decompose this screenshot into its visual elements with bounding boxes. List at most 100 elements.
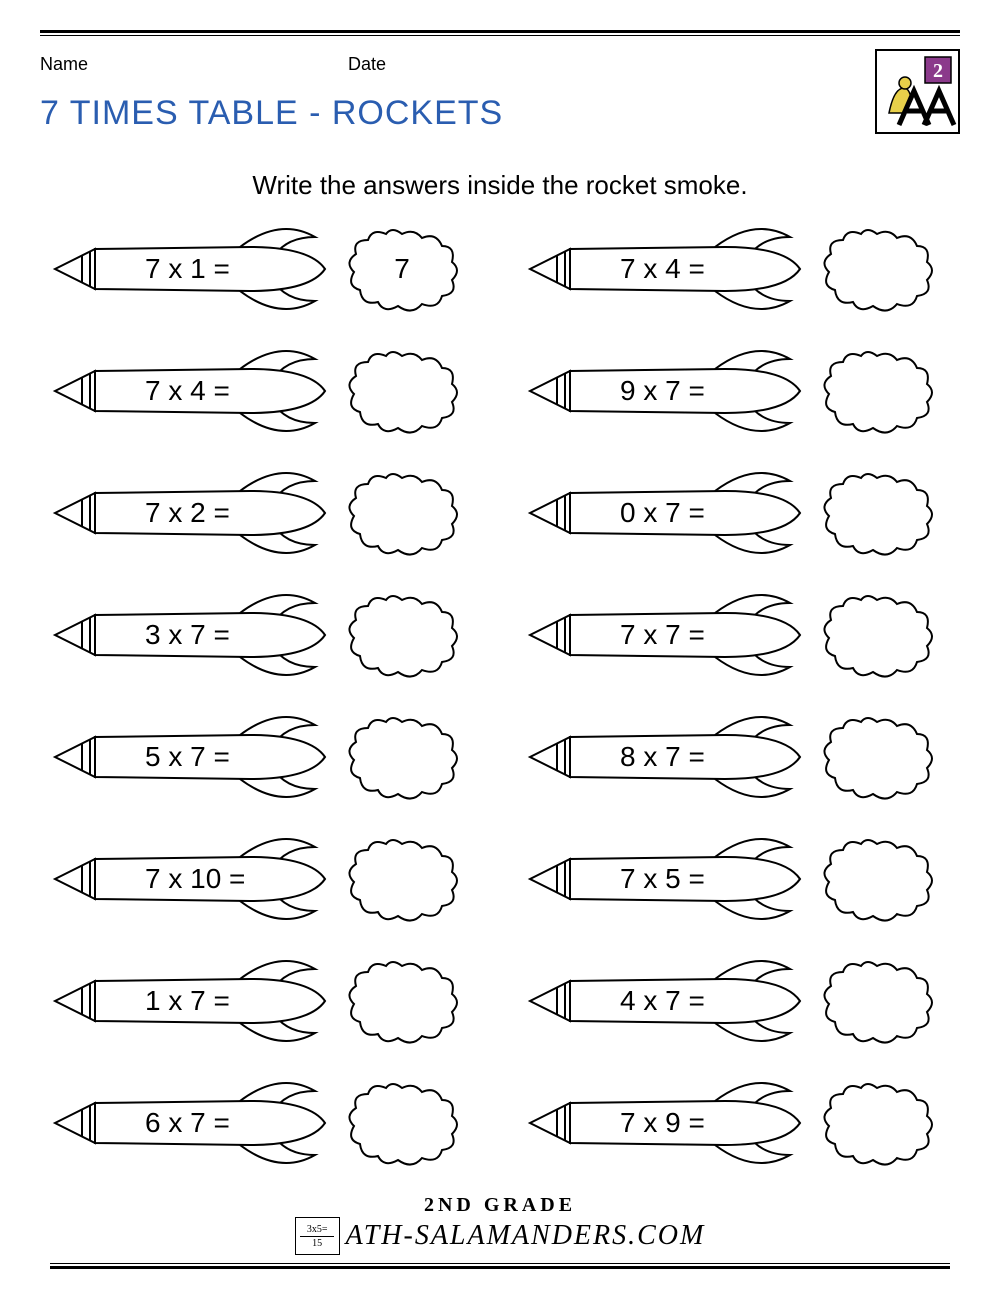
problem-row: 0 x 7 = bbox=[525, 463, 950, 563]
worksheet-page: Name Date 7 TIMES TABLE - ROCKETS 2 Writ… bbox=[0, 0, 1000, 1294]
top-rule bbox=[40, 30, 960, 36]
rocket-icon: 7 x 4 = bbox=[50, 341, 330, 441]
date-label: Date bbox=[348, 54, 386, 75]
rocket-icon: 0 x 7 = bbox=[525, 463, 805, 563]
smoke-cloud[interactable] bbox=[817, 832, 937, 927]
rocket-icon: 7 x 2 = bbox=[50, 463, 330, 563]
answer-text bbox=[817, 832, 937, 927]
problem-row: 7 x 5 = bbox=[525, 829, 950, 929]
rocket-icon: 5 x 7 = bbox=[50, 707, 330, 807]
rocket-icon: 7 x 5 = bbox=[525, 829, 805, 929]
rocket-icon: 8 x 7 = bbox=[525, 707, 805, 807]
problem-text: 7 x 9 = bbox=[620, 1073, 760, 1173]
answer-text bbox=[342, 954, 462, 1049]
problem-text: 6 x 7 = bbox=[145, 1073, 285, 1173]
smoke-cloud[interactable] bbox=[817, 954, 937, 1049]
rocket-icon: 7 x 1 = bbox=[50, 219, 330, 319]
brand-logo: 2 bbox=[875, 49, 960, 134]
problem-text: 9 x 7 = bbox=[620, 341, 760, 441]
problem-row: 7 x 4 = bbox=[525, 219, 950, 319]
page-title: 7 TIMES TABLE - ROCKETS bbox=[40, 94, 503, 133]
answer-text bbox=[817, 222, 937, 317]
answer-text bbox=[817, 466, 937, 561]
problem-text: 8 x 7 = bbox=[620, 707, 760, 807]
footer-url: ATH-SALAMANDERS.COM bbox=[346, 1220, 706, 1252]
problem-row: 7 x 1 = 7 bbox=[50, 219, 475, 319]
answer-text bbox=[342, 344, 462, 439]
problem-row: 7 x 2 = bbox=[50, 463, 475, 563]
problem-row: 6 x 7 = bbox=[50, 1073, 475, 1173]
answer-text bbox=[817, 710, 937, 805]
problem-row: 8 x 7 = bbox=[525, 707, 950, 807]
grade-number: 2 bbox=[933, 60, 943, 82]
smoke-cloud[interactable] bbox=[342, 1076, 462, 1171]
problem-text: 4 x 7 = bbox=[620, 951, 760, 1051]
flashcard-bottom: 15 bbox=[312, 1238, 322, 1249]
smoke-cloud[interactable] bbox=[342, 588, 462, 683]
rocket-icon: 7 x 9 = bbox=[525, 1073, 805, 1173]
problem-row: 4 x 7 = bbox=[525, 951, 950, 1051]
problem-text: 7 x 10 = bbox=[145, 829, 285, 929]
smoke-cloud[interactable] bbox=[817, 710, 937, 805]
problem-text: 7 x 4 = bbox=[145, 341, 285, 441]
rocket-icon: 7 x 4 = bbox=[525, 219, 805, 319]
problem-text: 0 x 7 = bbox=[620, 463, 760, 563]
header: Name Date 7 TIMES TABLE - ROCKETS 2 bbox=[40, 54, 960, 164]
rocket-icon: 7 x 7 = bbox=[525, 585, 805, 685]
problem-text: 7 x 2 = bbox=[145, 463, 285, 563]
problem-row: 7 x 4 = bbox=[50, 341, 475, 441]
problem-row: 5 x 7 = bbox=[50, 707, 475, 807]
bottom-rule bbox=[50, 1263, 950, 1269]
answer-text bbox=[342, 466, 462, 561]
footer: 2ND GRADE 3x5= 15 ATH-SALAMANDERS.COM bbox=[0, 1194, 1000, 1269]
footer-grade: 2ND GRADE bbox=[0, 1194, 1000, 1217]
smoke-cloud[interactable] bbox=[342, 954, 462, 1049]
answer-text bbox=[342, 1076, 462, 1171]
rocket-icon: 6 x 7 = bbox=[50, 1073, 330, 1173]
problem-text: 7 x 1 = bbox=[145, 219, 285, 319]
smoke-cloud[interactable] bbox=[817, 588, 937, 683]
smoke-cloud[interactable]: 7 bbox=[342, 222, 462, 317]
smoke-cloud[interactable] bbox=[342, 466, 462, 561]
rocket-icon: 1 x 7 = bbox=[50, 951, 330, 1051]
problem-row: 1 x 7 = bbox=[50, 951, 475, 1051]
smoke-cloud[interactable] bbox=[342, 832, 462, 927]
column-right: 7 x 4 = 9 x 7 = 0 x 7 = 7 x 7 = 8 x 7 = 7 x 5… bbox=[525, 219, 950, 1173]
problem-row: 7 x 7 = bbox=[525, 585, 950, 685]
problem-text: 3 x 7 = bbox=[145, 585, 285, 685]
problem-text: 5 x 7 = bbox=[145, 707, 285, 807]
problem-row: 7 x 9 = bbox=[525, 1073, 950, 1173]
instruction-text: Write the answers inside the rocket smok… bbox=[40, 170, 960, 201]
problem-row: 9 x 7 = bbox=[525, 341, 950, 441]
problem-text: 1 x 7 = bbox=[145, 951, 285, 1051]
rocket-icon: 9 x 7 = bbox=[525, 341, 805, 441]
problem-row: 7 x 10 = bbox=[50, 829, 475, 929]
answer-text bbox=[342, 710, 462, 805]
smoke-cloud[interactable] bbox=[817, 466, 937, 561]
smoke-cloud[interactable] bbox=[342, 710, 462, 805]
answer-text: 7 bbox=[342, 222, 462, 317]
column-left: 7 x 1 = 7 7 x 4 = 7 x 2 = 3 x 7 = 5 x 7 = 7 x … bbox=[50, 219, 475, 1173]
rocket-icon: 4 x 7 = bbox=[525, 951, 805, 1051]
name-label: Name bbox=[40, 54, 88, 75]
flashcard-icon: 3x5= 15 bbox=[295, 1217, 340, 1255]
problem-text: 7 x 7 = bbox=[620, 585, 760, 685]
answer-text bbox=[817, 344, 937, 439]
smoke-cloud[interactable] bbox=[817, 222, 937, 317]
smoke-cloud[interactable] bbox=[342, 344, 462, 439]
smoke-cloud[interactable] bbox=[817, 344, 937, 439]
flashcard-top: 3x5= bbox=[307, 1224, 328, 1235]
answer-text bbox=[817, 1076, 937, 1171]
problems-grid: 7 x 1 = 7 7 x 4 = 7 x 2 = 3 x 7 = 5 x 7 = 7 x … bbox=[40, 219, 960, 1173]
problem-text: 7 x 5 = bbox=[620, 829, 760, 929]
rocket-icon: 3 x 7 = bbox=[50, 585, 330, 685]
rocket-icon: 7 x 10 = bbox=[50, 829, 330, 929]
answer-text bbox=[817, 954, 937, 1049]
footer-site: 3x5= 15 ATH-SALAMANDERS.COM bbox=[0, 1217, 1000, 1255]
answer-text bbox=[342, 588, 462, 683]
problem-row: 3 x 7 = bbox=[50, 585, 475, 685]
problem-text: 7 x 4 = bbox=[620, 219, 760, 319]
answer-text bbox=[342, 832, 462, 927]
smoke-cloud[interactable] bbox=[817, 1076, 937, 1171]
answer-text bbox=[817, 588, 937, 683]
